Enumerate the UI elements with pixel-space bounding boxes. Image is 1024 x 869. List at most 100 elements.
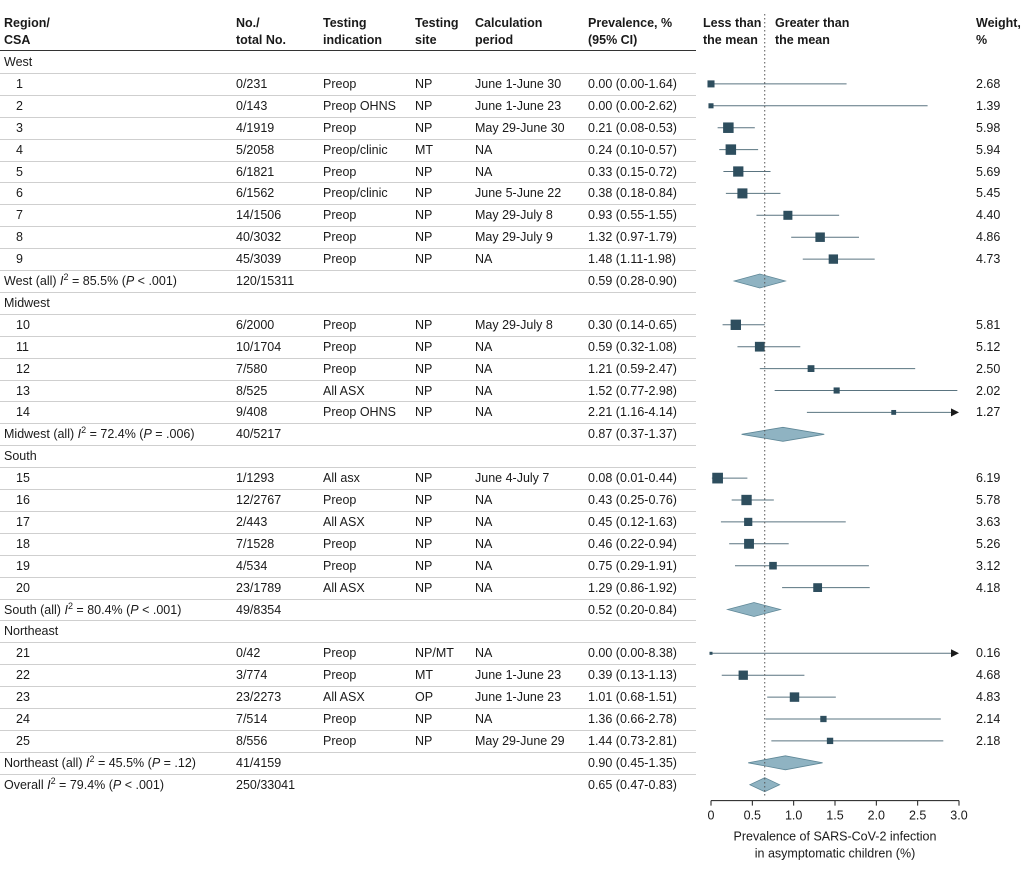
study-site: NP	[415, 252, 433, 267]
header-prevalence-line2: (95% CI)	[588, 33, 638, 47]
study-prevalence-ci: 0.08 (0.01-0.44)	[588, 471, 677, 486]
header-period-line2: period	[475, 33, 514, 47]
study-indication: All ASX	[323, 514, 365, 529]
study-weight: 4.73	[976, 252, 1001, 267]
study-prevalence-ci: 0.38 (0.18-0.84)	[588, 186, 677, 201]
summary-diamond	[748, 777, 781, 793]
summary-group-name: South (all)	[4, 602, 65, 617]
study-count: 4/1919	[236, 120, 275, 135]
study-indication: All ASX	[323, 580, 365, 595]
study-id: 3	[16, 120, 23, 135]
row-divider	[0, 445, 696, 447]
study-count: 6/2000	[236, 317, 275, 332]
i2-value: = 45.5% (	[94, 755, 152, 770]
study-indication: Preop	[323, 230, 357, 245]
row-divider	[0, 489, 696, 490]
summary-diamond	[741, 426, 825, 442]
header-site-line1: Testing	[415, 16, 459, 30]
study-weight: 5.98	[976, 120, 1001, 135]
point-estimate-marker	[730, 319, 741, 330]
study-count: 23/2273	[236, 690, 282, 705]
study-count: 3/774	[236, 668, 268, 683]
x-tick-label: 0.5	[744, 809, 761, 823]
row-divider	[0, 94, 696, 96]
study-indication: Preop	[323, 733, 357, 748]
header-greater-line1: Greater than	[775, 16, 850, 30]
study-id: 24	[16, 712, 30, 726]
study-id: 12	[16, 361, 30, 376]
study-site: NP	[415, 317, 433, 332]
study-indication: Preop OHNS	[323, 405, 396, 420]
row-divider	[0, 291, 696, 293]
summary-group-name: Northeast (all)	[4, 755, 86, 770]
study-indication: Preop/clinic	[323, 186, 388, 201]
overall-prevalence-ci: 0.65 (0.47-0.83)	[588, 777, 677, 792]
study-table: West 1 0/231 Preop NP June 1-June 30 0.00 (0.0…	[0, 50, 696, 792]
study-prevalence-ci: 1.36 (0.66-2.78)	[588, 712, 677, 726]
p-value: < .001)	[134, 274, 177, 288]
study-site: NP	[415, 186, 433, 201]
study-id: 6	[16, 186, 23, 201]
header-indication: Testing indication	[323, 15, 382, 49]
row-divider	[0, 138, 696, 140]
study-prevalence-ci: 2.21 (1.16-4.14)	[588, 405, 677, 420]
study-weight: 5.26	[976, 536, 1001, 551]
p-symbol: P	[143, 427, 152, 442]
study-weight: 1.27	[976, 405, 1001, 420]
point-estimate-marker	[733, 166, 744, 177]
study-id: 21	[16, 646, 30, 661]
study-id: 10	[16, 317, 30, 332]
study-id: 7	[16, 208, 23, 223]
row-divider	[0, 204, 696, 206]
study-prevalence-ci: 1.29 (0.86-1.92)	[588, 580, 677, 595]
summary-count: 41/4159	[236, 755, 282, 770]
header-prevalence-line1: Prevalence, %	[588, 16, 673, 30]
study-id: 15	[16, 471, 30, 486]
study-id: 20	[16, 580, 30, 595]
study-prevalence-ci: 1.48 (1.11-1.98)	[588, 252, 677, 267]
study-period: June 1-June 23	[475, 690, 562, 705]
study-indication: All ASX	[323, 383, 365, 398]
study-site: NP	[415, 98, 433, 113]
study-period: NA	[475, 164, 493, 179]
point-estimate-marker	[820, 715, 827, 723]
summary-group-name: Midwest (all)	[4, 427, 78, 442]
point-estimate-marker	[709, 651, 713, 655]
study-site: MT	[415, 668, 434, 683]
study-count: 8/525	[236, 383, 268, 398]
summary-diamond	[732, 273, 787, 289]
point-estimate-marker	[707, 80, 715, 88]
study-id: 4	[16, 142, 23, 157]
study-indication: Preop	[323, 317, 357, 332]
summary-count: 40/5217	[236, 427, 282, 442]
summary-prevalence-ci: 0.59 (0.28-0.90)	[588, 274, 677, 288]
study-id: 23	[16, 690, 30, 705]
study-period: NA	[475, 383, 493, 398]
study-period: June 5-June 22	[475, 186, 562, 201]
study-period: NA	[475, 405, 493, 420]
header-indication-line1: Testing	[323, 16, 367, 30]
study-period: June 4-July 7	[475, 471, 550, 486]
header-less-line2: the mean	[703, 33, 758, 47]
row-divider	[0, 708, 696, 709]
row-divider	[0, 50, 696, 51]
study-count: 7/1528	[236, 536, 275, 551]
study-indication: Preop/clinic	[323, 142, 388, 157]
study-prevalence-ci: 0.45 (0.12-1.63)	[588, 514, 677, 529]
study-site: NP	[415, 383, 433, 398]
study-indication: All asx	[323, 471, 360, 486]
study-count: 2/443	[236, 514, 268, 529]
row-divider	[0, 182, 696, 184]
x-tick-label: 0	[708, 809, 715, 823]
summary-label: Midwest (all) I2 = 72.4% (P = .006)	[4, 425, 195, 442]
i2-symbol: I	[47, 777, 51, 792]
header-no-total-line1: No./	[236, 16, 260, 30]
study-weight: 6.19	[976, 471, 1001, 486]
row-divider	[0, 686, 696, 688]
summary-label: South (all) I2 = 80.4% (P < .001)	[4, 600, 182, 617]
p-value: < .001)	[138, 602, 182, 617]
row-divider	[0, 620, 696, 622]
study-period: NA	[475, 514, 493, 529]
study-id: 25	[16, 733, 30, 748]
row-divider	[0, 116, 696, 118]
